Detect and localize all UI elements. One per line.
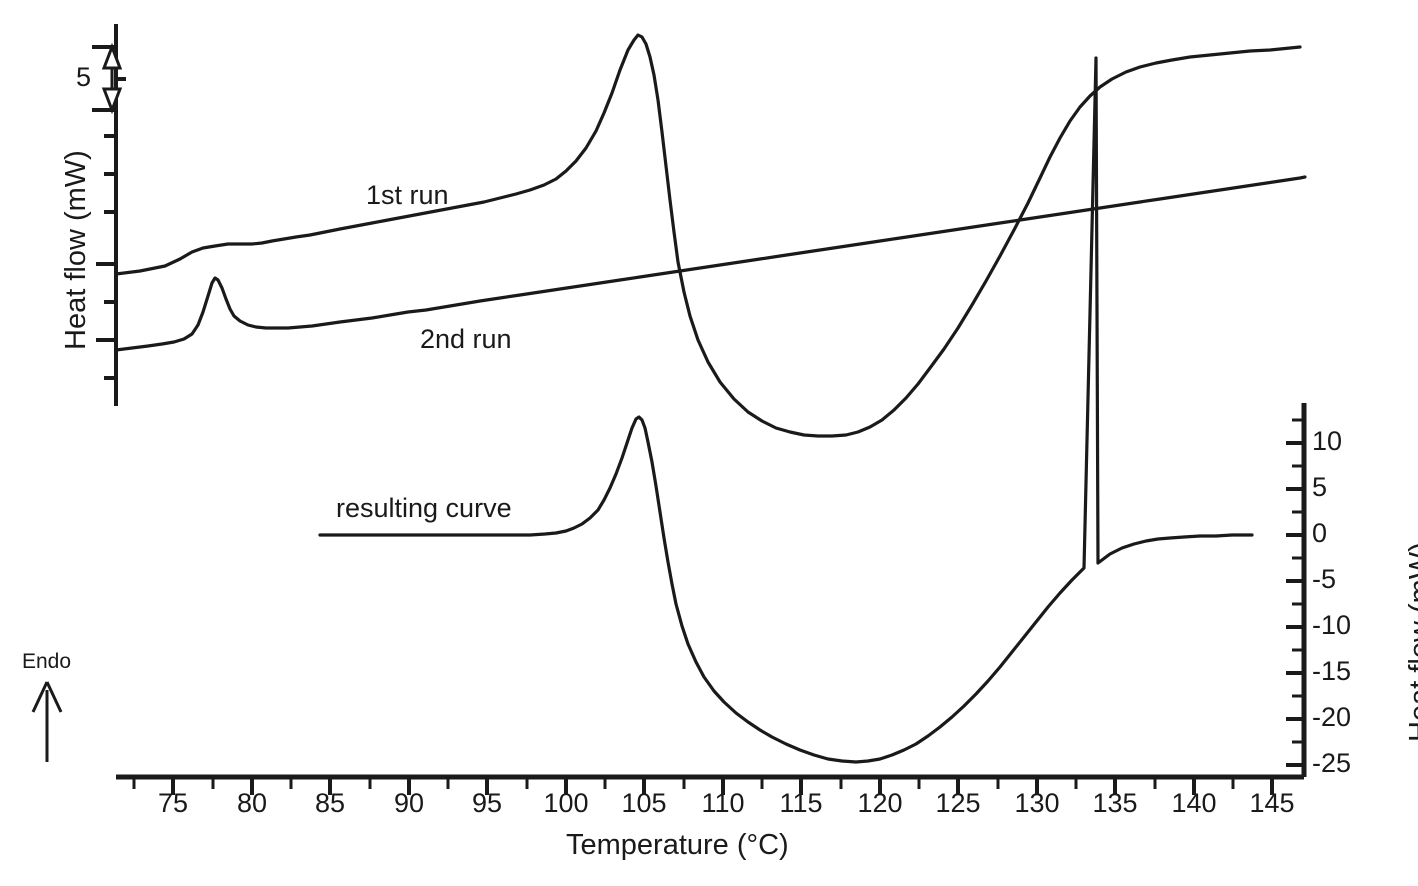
x-tick-label: 145	[1249, 788, 1295, 818]
left-y-axis-title: Heat flow (mW)	[60, 150, 92, 350]
x-tick-label: 140	[1171, 788, 1217, 818]
right-tick-label: 0	[1312, 518, 1328, 548]
right-tick-label: -15	[1312, 656, 1352, 686]
right-tick-label: -10	[1312, 610, 1352, 640]
right-tick-label: 10	[1312, 426, 1343, 456]
x-tick-label: 85	[314, 788, 346, 818]
right-tick-label: -20	[1312, 702, 1352, 732]
lower-right-axis-group	[1286, 403, 1307, 777]
curve-resulting	[318, 56, 1254, 764]
endo-arrow-icon	[31, 681, 63, 762]
x-tick-label: 80	[236, 788, 268, 818]
x-tick-label: 95	[471, 788, 503, 818]
scale-bar-arrow	[101, 42, 123, 115]
right-y-axis-title: Heat flow (mW)	[1404, 542, 1418, 742]
x-tick-label: 90	[393, 788, 425, 818]
x-tick-label: 105	[621, 788, 667, 818]
resulting-curve-label: resulting curve	[336, 493, 512, 523]
curve-layer	[114, 33, 1307, 764]
second-run-label: 2nd run	[420, 324, 512, 354]
right-tick-label: -25	[1312, 748, 1352, 778]
endo-label: Endo	[22, 650, 72, 673]
x-tick-label: 130	[1014, 788, 1060, 818]
x-tick-label: 120	[857, 788, 903, 818]
x-tick-label: 100	[543, 788, 589, 818]
x-tick-label: 135	[1092, 788, 1138, 818]
right-tick-label: -5	[1312, 564, 1337, 594]
first-run-label: 1st run	[366, 180, 449, 210]
x-tick-label: 125	[935, 788, 981, 818]
x-axis-title: Temperature (°C)	[566, 829, 789, 861]
right-tick-label: 5	[1312, 472, 1328, 502]
x-tick-label: 75	[157, 788, 189, 818]
x-axis-group	[116, 774, 1304, 795]
curve-second-run	[114, 175, 1307, 352]
x-tick-label: 115	[779, 788, 823, 818]
x-tick-label: 110	[701, 788, 745, 818]
curve-first-run	[114, 33, 1302, 438]
scale-bar-value-label: 5	[76, 62, 92, 92]
